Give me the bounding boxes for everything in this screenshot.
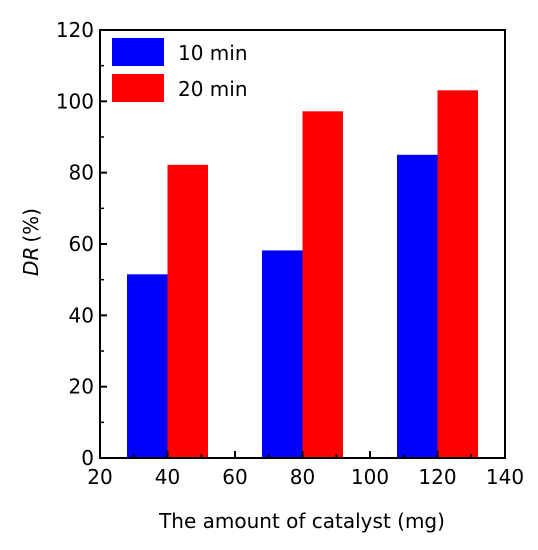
x-tick-label-40: 40 bbox=[155, 465, 180, 489]
y-tick-label-80: 80 bbox=[69, 161, 94, 185]
legend-swatch-20-min bbox=[112, 74, 164, 102]
bar-10-min-80 bbox=[262, 250, 303, 458]
bar-10-min-40 bbox=[127, 274, 168, 458]
legend-label-10-min: 10 min bbox=[178, 41, 248, 65]
y-tick-label-0: 0 bbox=[81, 446, 94, 470]
x-tick-label-100: 100 bbox=[351, 465, 389, 489]
y-tick-label-120: 120 bbox=[56, 18, 94, 42]
bar-20-min-40 bbox=[167, 164, 208, 458]
legend-swatch-10-min bbox=[112, 38, 164, 66]
legend-label-20-min: 20 min bbox=[178, 77, 248, 101]
y-axis-title-unit: (%) bbox=[19, 208, 43, 243]
x-tick-label-120: 120 bbox=[418, 465, 456, 489]
x-axis-title: The amount of catalyst (mg) bbox=[158, 509, 445, 533]
legend: 10 min 20 min bbox=[112, 38, 248, 102]
bar-10-min-120 bbox=[397, 154, 438, 459]
y-tick-label-40: 40 bbox=[69, 303, 94, 327]
y-tick-label-20: 20 bbox=[69, 375, 94, 399]
bars-layer bbox=[127, 90, 478, 459]
x-tick-label-20: 20 bbox=[87, 465, 112, 489]
x-tick-label-80: 80 bbox=[290, 465, 315, 489]
x-tick-label-60: 60 bbox=[222, 465, 247, 489]
bar-20-min-80 bbox=[302, 111, 343, 458]
y-tick-label-60: 60 bbox=[69, 232, 94, 256]
y-axis-title: DR (%) bbox=[19, 208, 43, 276]
y-axis-title-italic: DR bbox=[19, 247, 43, 276]
x-tick-label-140: 140 bbox=[486, 465, 524, 489]
y-tick-label-100: 100 bbox=[56, 89, 94, 113]
bar-20-min-120 bbox=[437, 90, 478, 458]
